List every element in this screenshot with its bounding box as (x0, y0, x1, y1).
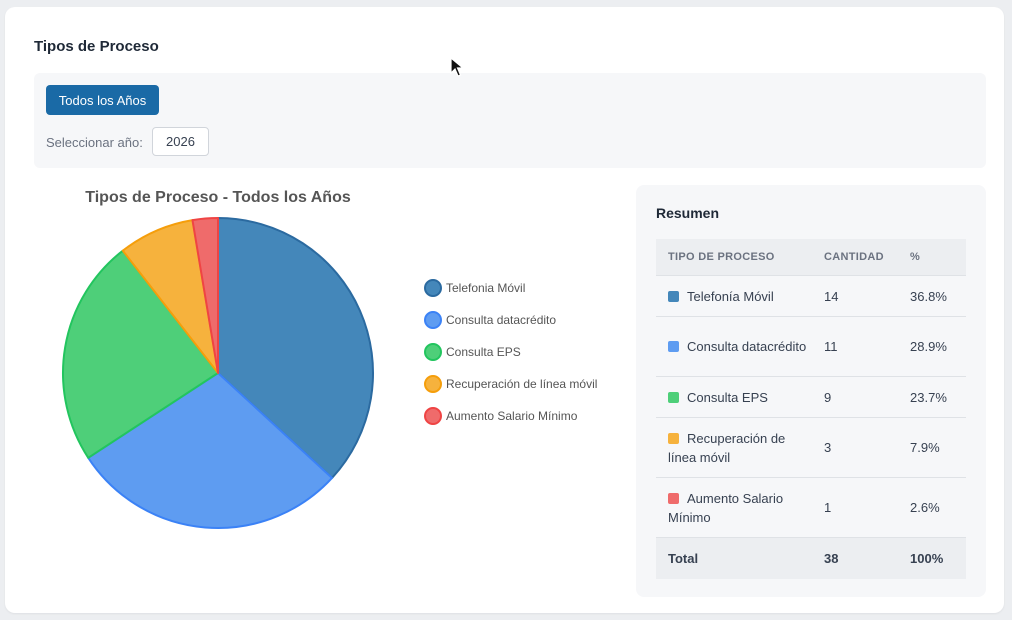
color-swatch-icon (668, 391, 679, 403)
pie-slice-1[interactable] (217, 217, 374, 479)
row-count: 14 (820, 275, 907, 317)
summary-table: Tipo de Proceso Cantidad % Telefonía Móv… (656, 239, 966, 579)
row-count: 3 (820, 417, 907, 478)
summary-panel: Resumen Tipo de Proceso Cantidad % Telef… (636, 185, 986, 597)
row-pct: 7.9% (906, 417, 966, 478)
legend-label-4[interactable]: Recuperación de línea móvil (446, 377, 597, 391)
col-header-count: Cantidad (820, 239, 907, 276)
table-total-row: Total 38 100% (656, 537, 966, 579)
year-select-label: Seleccionar año: (46, 135, 143, 150)
row-pct: 2.6% (906, 477, 966, 538)
legend-label-5[interactable]: Aumento Salario Mínimo (446, 409, 578, 423)
chart-title: Tipos de Proceso - Todos los Años (85, 189, 351, 206)
row-count: 1 (820, 477, 907, 538)
filters-panel: Todos los Años Seleccionar año: 2026 (34, 73, 986, 168)
row-type-name: Consulta datacrédito (687, 339, 807, 354)
color-swatch-icon (668, 290, 679, 302)
col-header-type: Tipo de Proceso (656, 239, 820, 276)
row-type-name: Recuperación de línea móvil (668, 430, 786, 465)
legend-marker-5[interactable] (424, 407, 442, 425)
legend-label-1[interactable]: Telefonia Móvil (446, 281, 525, 295)
row-count: 9 (820, 376, 907, 418)
table-row: Consulta datacrédito 11 28.9% (656, 316, 966, 377)
legend-marker-1[interactable] (424, 279, 442, 297)
row-pct: 36.8% (906, 275, 966, 317)
pie-slice-5[interactable] (191, 216, 219, 374)
row-type-name: Aumento Salario Mínimo (668, 490, 784, 525)
summary-title: Resumen (656, 205, 720, 221)
color-swatch-icon (668, 341, 679, 352)
row-pct: 23.7% (906, 376, 966, 418)
pie-slice-2[interactable] (87, 372, 334, 529)
pie-slice-3[interactable] (62, 249, 219, 459)
row-type-name: Consulta EPS (687, 389, 768, 405)
table-row: Recuperación de línea móvil 3 7.9% (656, 417, 966, 478)
row-type-name: Telefonía Móvil (687, 288, 774, 304)
all-years-button[interactable]: Todos los Años (46, 85, 159, 115)
row-pct: 28.9% (906, 316, 966, 377)
pie-slices (62, 216, 374, 529)
mouse-cursor-icon (450, 57, 465, 77)
table-row: Telefonía Móvil 14 36.8% (656, 275, 966, 317)
total-count: 38 (820, 537, 907, 579)
color-swatch-icon (668, 492, 679, 504)
total-pct: 100% (906, 537, 966, 579)
legend-label-2[interactable]: Consulta datacrédito (446, 313, 556, 327)
chart-legend: Telefonia Móvil Consulta datacrédito Consu… (424, 279, 597, 425)
page-title: Tipos de Proceso (34, 38, 159, 55)
legend-marker-4[interactable] (424, 375, 442, 393)
pie-chart: Tipos de Proceso - Todos los Años Telefo… (62, 189, 597, 529)
year-select[interactable]: 2026 (152, 127, 209, 156)
legend-marker-2[interactable] (424, 311, 442, 329)
table-row: Aumento Salario Mínimo 1 2.6% (656, 477, 966, 538)
row-count: 11 (820, 316, 907, 377)
legend-marker-3[interactable] (424, 343, 442, 361)
color-swatch-icon (668, 432, 679, 444)
col-header-pct: % (906, 239, 966, 276)
legend-label-3[interactable]: Consulta EPS (446, 345, 521, 359)
table-row: Consulta EPS 9 23.7% (656, 376, 966, 418)
total-label: Total (656, 537, 820, 579)
